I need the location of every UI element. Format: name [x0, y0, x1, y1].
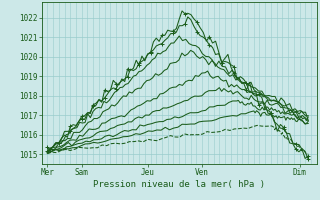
X-axis label: Pression niveau de la mer( hPa ): Pression niveau de la mer( hPa )	[93, 180, 265, 189]
